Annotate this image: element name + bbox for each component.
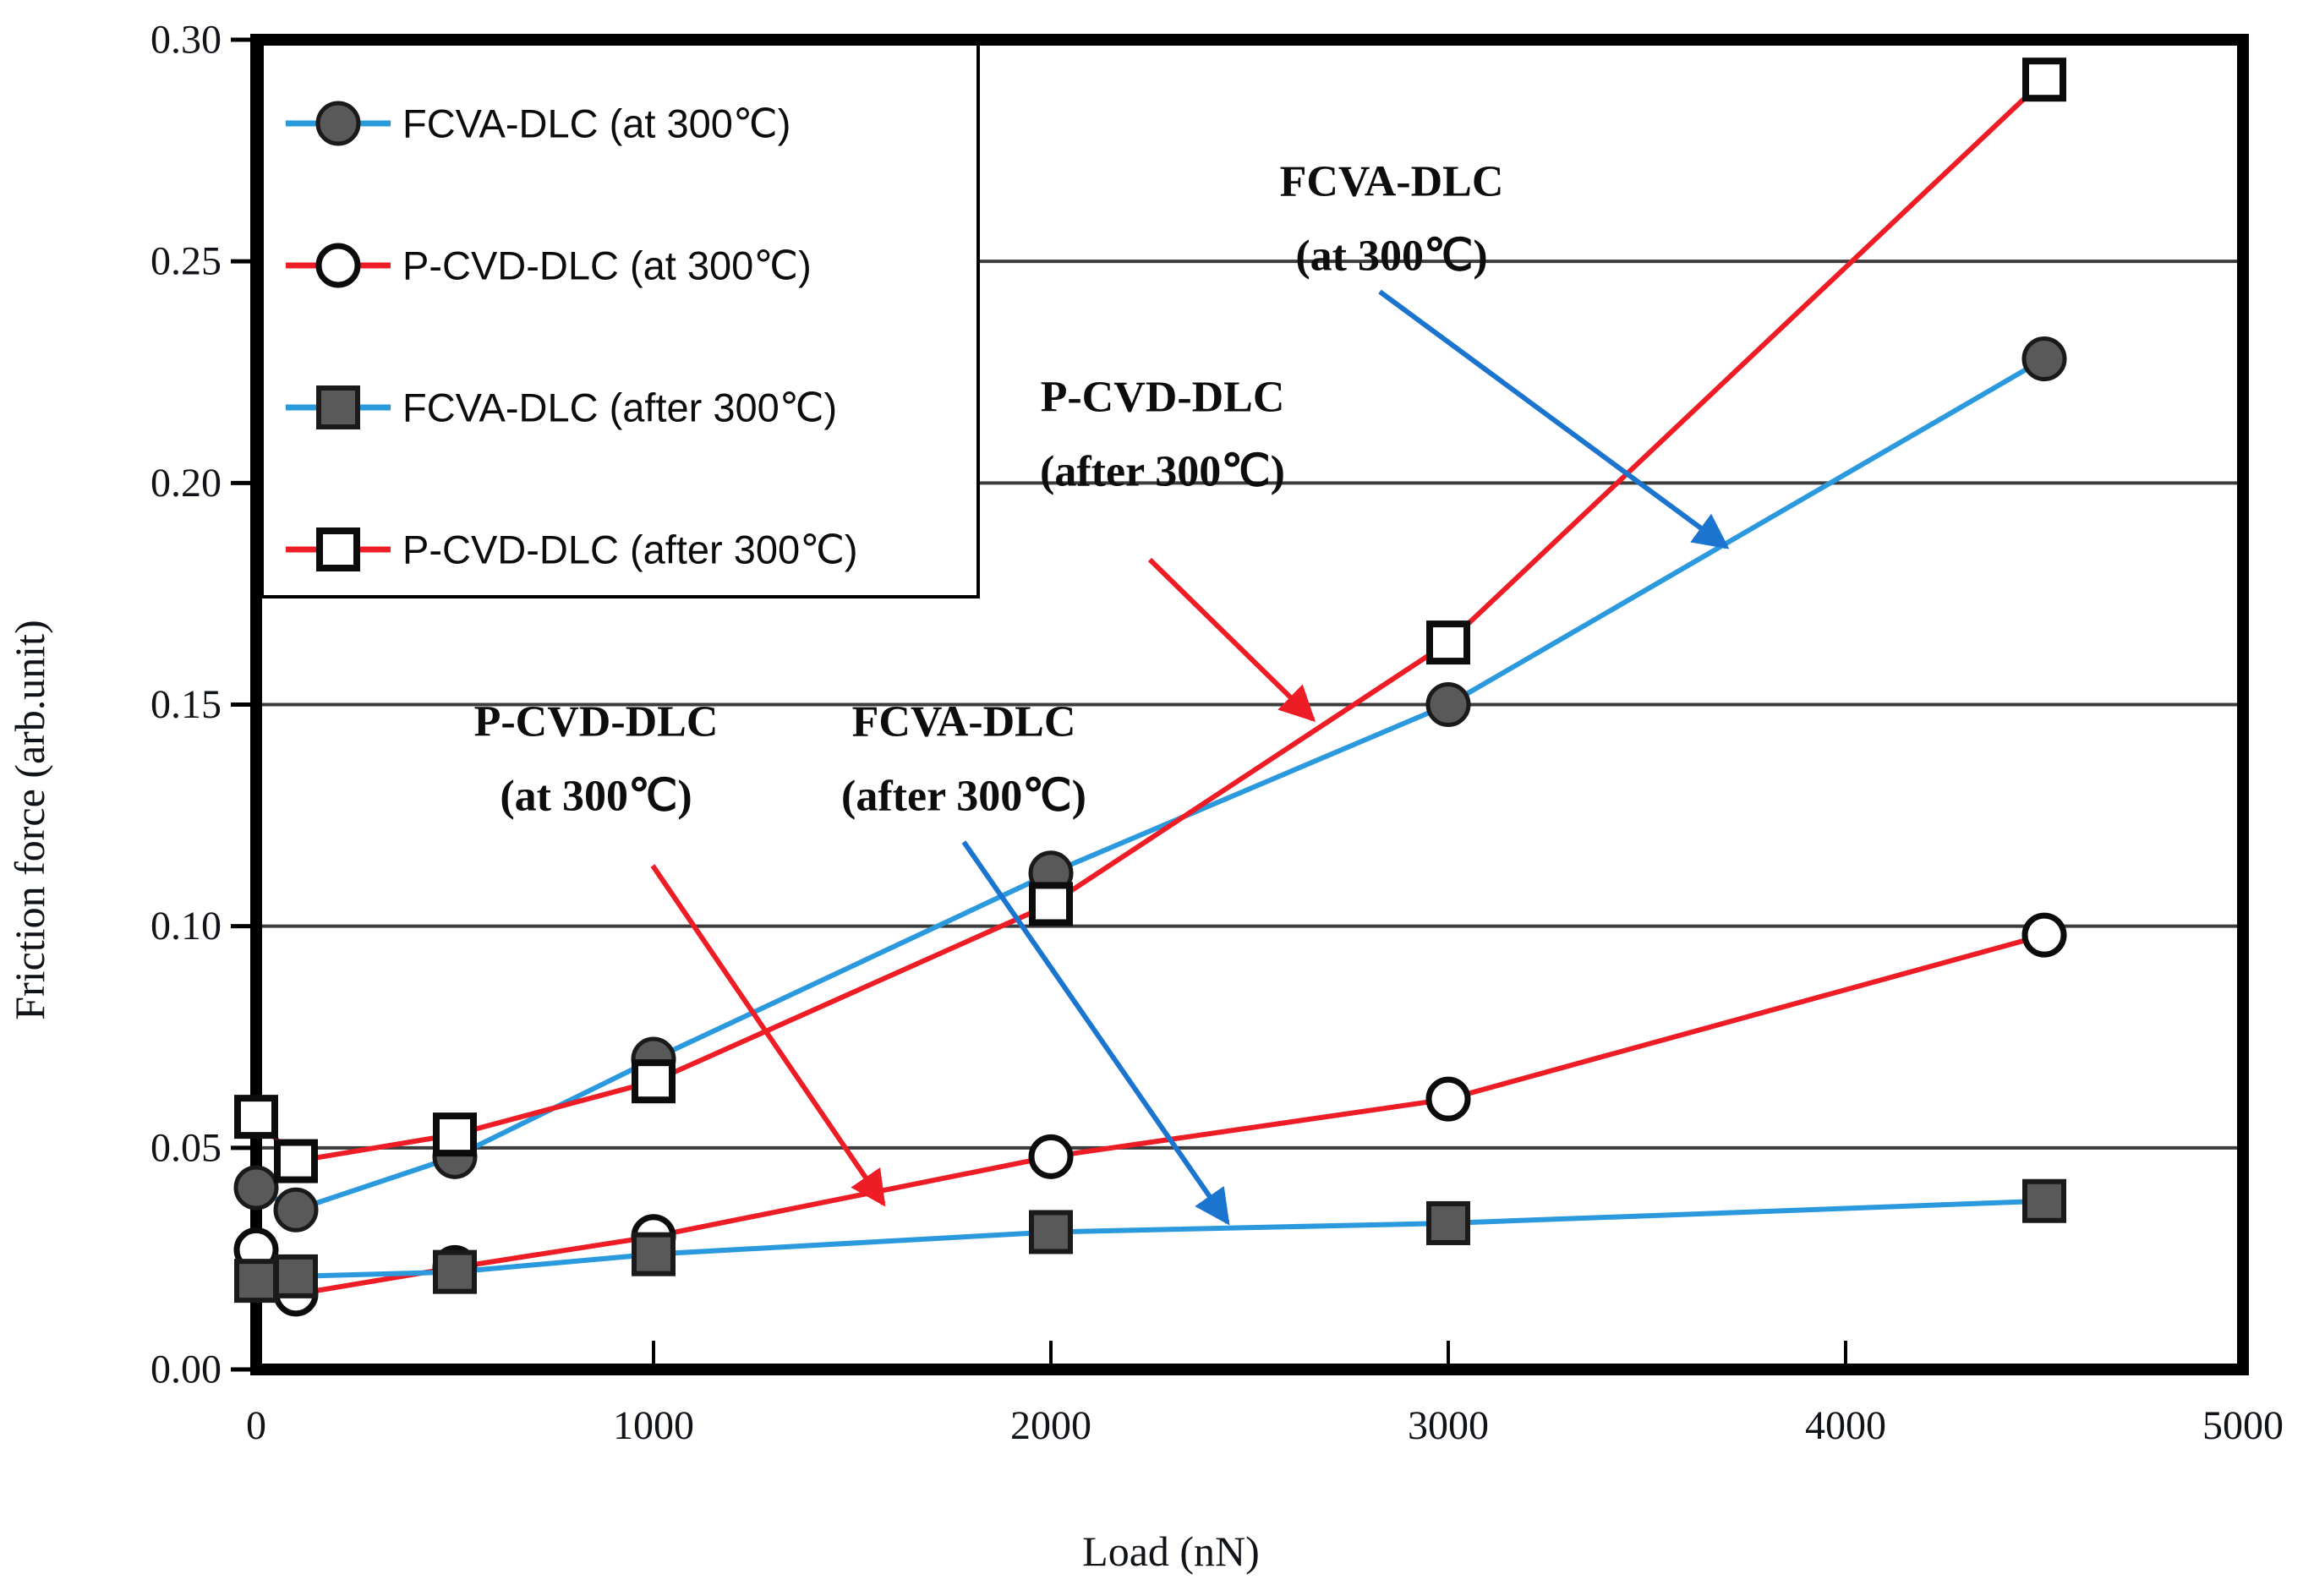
y-tick-label: 0.30 bbox=[150, 18, 222, 63]
data-point-fcva-dlc-at-300-0 bbox=[233, 1165, 279, 1211]
annotation-text: (after 300℃) bbox=[841, 773, 1086, 821]
legend-item-p-cvd-dlc-after-300: P-CVD-DLC (after 300℃) bbox=[286, 527, 858, 572]
data-point-p-cvd-dlc-after-300-1000 bbox=[632, 1059, 676, 1104]
annotation-p-cvd-dlc-after-300: P-CVD-DLC (after 300℃) bbox=[1040, 374, 1316, 722]
annotation-text: (after 300℃) bbox=[1040, 448, 1285, 496]
data-point-p-cvd-dlc-after-300-4500 bbox=[2022, 57, 2066, 102]
data-point-fcva-dlc-after-300-2000 bbox=[1029, 1210, 1073, 1254]
data-point-fcva-dlc-after-300-4500 bbox=[2022, 1178, 2066, 1223]
data-point-p-cvd-dlc-after-300-3000 bbox=[1426, 620, 1470, 665]
data-point-fcva-dlc-at-300-100 bbox=[273, 1187, 319, 1233]
legend-label: P-CVD-DLC (after 300℃) bbox=[402, 527, 858, 572]
data-point-fcva-dlc-after-300-1000 bbox=[632, 1232, 676, 1276]
y-tick-label: 0.20 bbox=[150, 461, 222, 506]
data-point-fcva-dlc-at-300-3000 bbox=[1425, 682, 1471, 727]
data-point-p-cvd-dlc-at-300-4500 bbox=[2021, 912, 2067, 958]
series-fcva-dlc-at-300 bbox=[233, 336, 2067, 1233]
legend-item-p-cvd-dlc-at-300: P-CVD-DLC (at 300℃) bbox=[286, 243, 812, 288]
annotation-arrow bbox=[1378, 289, 1730, 549]
annotation-fcva-dlc-after-300: FCVA-DLC (after 300℃) bbox=[841, 698, 1230, 1226]
annotation-arrow bbox=[650, 864, 886, 1207]
data-series bbox=[233, 57, 2067, 1317]
legend-box bbox=[260, 42, 980, 598]
x-axis-title: Load (nN) bbox=[1082, 1528, 1260, 1575]
legend-marker-filled-circle bbox=[315, 101, 361, 146]
axes: 0.00 0.05 0.10 0.15 0.20 0.25 0.30 0 1000 2000 300… bbox=[150, 18, 2284, 1449]
annotation-arrow bbox=[1147, 557, 1316, 722]
y-axis-title: Friction force (arb.unit) bbox=[6, 620, 53, 1019]
y-tick-label: 0.15 bbox=[150, 682, 222, 727]
legend-label: P-CVD-DLC (at 300℃) bbox=[402, 243, 812, 288]
annotation-text: FCVA-DLC bbox=[1280, 158, 1504, 206]
x-tick-label: 3000 bbox=[1408, 1403, 1489, 1448]
x-tick-label: 1000 bbox=[613, 1403, 694, 1448]
series-p-cvd-dlc-after-300 bbox=[234, 57, 2066, 1183]
y-tick-label: 0.05 bbox=[150, 1125, 222, 1170]
annotation-fcva-dlc-at-300: FCVA-DLC (at 300℃) bbox=[1280, 158, 1730, 549]
annotation-text: P-CVD-DLC bbox=[1041, 374, 1285, 422]
series-line bbox=[255, 1198, 2045, 1284]
y-tick-label: 0.10 bbox=[150, 904, 222, 948]
data-point-fcva-dlc-after-300-3000 bbox=[1426, 1200, 1470, 1245]
legend-marker-filled-square bbox=[316, 385, 360, 429]
legend: FCVA-DLC (at 300℃) P-CVD-DLC (at 300℃) FCV… bbox=[260, 42, 980, 598]
x-tick-label: 0 bbox=[246, 1403, 266, 1448]
series-fcva-dlc-after-300 bbox=[234, 1178, 2066, 1304]
plot-frame bbox=[250, 34, 2249, 1375]
y-tick-label: 0.25 bbox=[150, 239, 222, 284]
data-point-p-cvd-dlc-after-300-500 bbox=[433, 1112, 477, 1157]
annotation-arrow bbox=[961, 840, 1230, 1226]
data-point-fcva-dlc-after-300-500 bbox=[433, 1249, 477, 1294]
data-point-p-cvd-dlc-at-300-3000 bbox=[1425, 1076, 1471, 1122]
annotations: FCVA-DLC(at 300℃)P-CVD-DLC(after 300℃)P-… bbox=[474, 158, 1730, 1226]
x-tick-label: 5000 bbox=[2202, 1403, 2284, 1448]
data-point-p-cvd-dlc-after-300-2000 bbox=[1029, 882, 1073, 926]
legend-marker-open-square bbox=[316, 527, 360, 571]
data-point-p-cvd-dlc-at-300-2000 bbox=[1028, 1134, 1074, 1179]
annotation-text: (at 300℃) bbox=[500, 773, 692, 821]
legend-marker-open-circle bbox=[315, 243, 361, 288]
annotation-text: FCVA-DLC bbox=[852, 698, 1076, 746]
legend-item-fcva-dlc-at-300: FCVA-DLC (at 300℃) bbox=[286, 101, 790, 146]
x-tick-label: 2000 bbox=[1010, 1403, 1091, 1448]
legend-label: FCVA-DLC (after 300℃) bbox=[402, 385, 837, 430]
annotation-text: P-CVD-DLC bbox=[474, 698, 719, 746]
annotation-p-cvd-dlc-at-300: P-CVD-DLC (at 300℃) bbox=[474, 698, 886, 1207]
legend-item-fcva-dlc-after-300: FCVA-DLC (after 300℃) bbox=[286, 385, 837, 430]
y-tick-label: 0.00 bbox=[150, 1347, 222, 1392]
data-point-fcva-dlc-at-300-4500 bbox=[2021, 336, 2067, 382]
data-point-fcva-dlc-after-300-100 bbox=[274, 1254, 318, 1298]
data-point-fcva-dlc-after-300-0 bbox=[234, 1259, 278, 1304]
data-point-p-cvd-dlc-after-300-0 bbox=[234, 1095, 278, 1140]
data-point-p-cvd-dlc-after-300-100 bbox=[274, 1139, 318, 1183]
annotation-text: (at 300℃) bbox=[1295, 232, 1487, 281]
legend-label: FCVA-DLC (at 300℃) bbox=[402, 101, 790, 146]
x-tick-label: 4000 bbox=[1805, 1403, 1886, 1448]
